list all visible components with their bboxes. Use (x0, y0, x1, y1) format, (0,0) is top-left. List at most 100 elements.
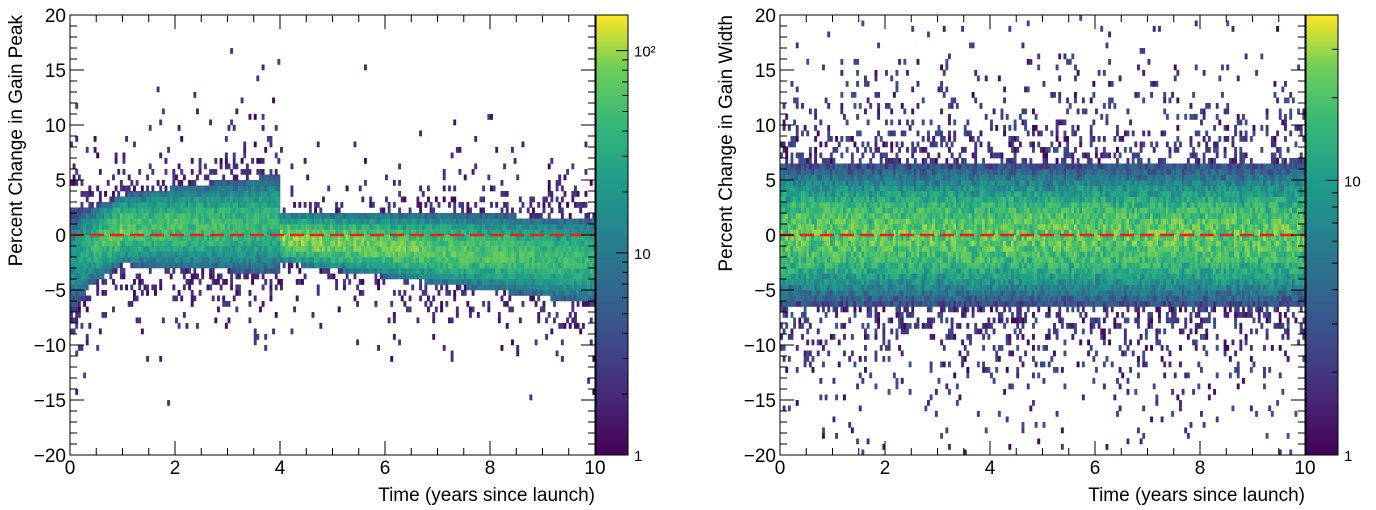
heatmap-cell (148, 224, 152, 230)
heatmap-cell (214, 229, 218, 236)
heatmap-cell (534, 284, 538, 291)
heatmap-cell (80, 279, 84, 285)
heatmap-cell (808, 235, 812, 241)
heatmap-cell (72, 224, 76, 230)
heatmap-cell (853, 229, 857, 236)
heatmap-cell (91, 191, 94, 197)
heatmap-cell (356, 268, 360, 274)
heatmap-cell (845, 163, 849, 170)
heatmap-cell (785, 191, 789, 197)
heatmap-cell (835, 224, 839, 230)
heatmap-cell (571, 191, 575, 197)
heatmap-cell (353, 246, 357, 252)
heatmap-cell (259, 257, 262, 263)
heatmap-cell (827, 306, 831, 313)
heatmap-cell (453, 119, 457, 126)
heatmap-cell (427, 251, 430, 258)
heatmap-cell (537, 284, 541, 291)
heatmap-cell (790, 290, 794, 296)
heatmap-cell (887, 196, 891, 203)
heatmap-cell (864, 251, 867, 258)
heatmap-cell (837, 235, 841, 241)
heatmap-cell (824, 141, 828, 148)
heatmap-cell (560, 185, 564, 192)
heatmap-cell (801, 196, 804, 203)
heatmap-cell (587, 246, 591, 252)
heatmap-cell (793, 229, 797, 236)
heatmap-cell (511, 273, 514, 280)
heatmap-cell (193, 92, 197, 98)
heatmap-cell (424, 218, 428, 225)
heatmap-cell (251, 158, 255, 164)
heatmap-cell (392, 273, 396, 280)
heatmap-cell (240, 246, 244, 252)
heatmap-cell (224, 229, 228, 236)
heatmap-cell (798, 180, 802, 186)
heatmap-cell (261, 273, 265, 280)
heatmap-cell (269, 262, 273, 269)
heatmap-cell (88, 279, 92, 285)
heatmap-cell (243, 207, 247, 214)
heatmap-cell (445, 224, 449, 230)
heatmap-cell (461, 273, 465, 280)
heatmap-cell (592, 356, 596, 362)
heatmap-cell (547, 229, 551, 236)
heatmap-cell (232, 152, 236, 159)
heatmap-cell (524, 235, 528, 241)
heatmap-cell (201, 262, 205, 269)
heatmap-cell (866, 119, 870, 126)
heatmap-cell (138, 317, 142, 324)
heatmap-cell (232, 207, 236, 214)
heatmap-cell (887, 229, 891, 236)
heatmap-cell (406, 279, 409, 285)
heatmap-cell (801, 224, 804, 230)
heatmap-cell (80, 191, 84, 197)
heatmap-cell (83, 229, 87, 236)
heatmap-cell (801, 312, 804, 318)
heatmap-cell (293, 240, 297, 247)
heatmap-cell (879, 224, 883, 230)
heatmap-cell (232, 224, 236, 230)
heatmap-cell (193, 213, 197, 219)
heatmap-cell (235, 174, 239, 181)
heatmap-cell (374, 262, 378, 269)
heatmap-cell (343, 268, 346, 274)
heatmap-cell (576, 240, 580, 247)
heatmap-cell (154, 251, 157, 258)
heatmap-cell (266, 218, 270, 225)
heatmap-cell (285, 240, 289, 247)
heatmap-cell (545, 334, 549, 340)
heatmap-cell (587, 268, 591, 274)
heatmap-cell (466, 284, 470, 291)
heatmap-cell (816, 207, 820, 214)
heatmap-cell (369, 240, 373, 247)
heatmap-cell (550, 273, 554, 280)
heatmap-cell (550, 328, 554, 335)
heatmap-cell (188, 251, 192, 258)
heatmap-cell (222, 246, 226, 252)
heatmap-cell (256, 262, 260, 269)
heatmap-cell (235, 191, 239, 197)
heatmap-cell (837, 246, 841, 252)
heatmap-cell (240, 268, 244, 274)
heatmap-cell (532, 257, 535, 263)
heatmap-cell (827, 284, 831, 291)
heatmap-cell (529, 246, 533, 252)
heatmap-cell (424, 240, 428, 247)
heatmap-cell (793, 317, 797, 324)
heatmap-cell (379, 229, 383, 236)
heatmap-cell (440, 284, 444, 291)
heatmap-cell (295, 240, 299, 247)
heatmap-cell (808, 361, 812, 368)
heatmap-cell (466, 224, 470, 230)
heatmap-cell (101, 213, 105, 219)
heatmap-cell (232, 125, 236, 131)
heatmap-cell (782, 229, 786, 236)
heatmap-cell (140, 229, 144, 236)
heatmap-cell (282, 240, 286, 247)
heatmap-cell (814, 202, 818, 208)
heatmap-cell (819, 240, 823, 247)
colorbar-tick-label: 1 (634, 448, 642, 465)
heatmap-cell (106, 218, 110, 225)
heatmap-cell (503, 229, 507, 236)
